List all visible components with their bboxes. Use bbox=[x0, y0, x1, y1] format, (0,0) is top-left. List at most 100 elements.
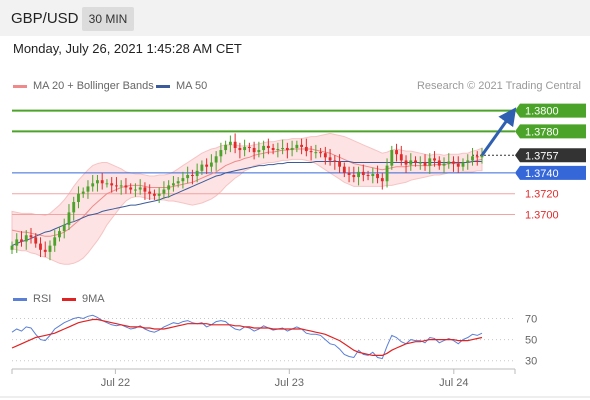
candle-body bbox=[266, 145, 270, 148]
candle-body bbox=[119, 185, 123, 187]
candle bbox=[352, 166, 356, 183]
timeframe-button[interactable]: 30 MIN bbox=[82, 7, 134, 31]
candle-body bbox=[361, 171, 365, 175]
ma50-line bbox=[11, 161, 482, 247]
candles bbox=[10, 133, 484, 261]
candle bbox=[437, 156, 441, 170]
ma20-line bbox=[11, 148, 483, 237]
candle-body bbox=[257, 150, 261, 153]
candle-body bbox=[162, 189, 166, 194]
level-tag-1.3800 bbox=[515, 103, 586, 118]
candle bbox=[357, 166, 360, 186]
candle bbox=[43, 241, 47, 258]
candle-body bbox=[205, 164, 209, 167]
candle-body bbox=[285, 147, 289, 151]
level-label-1.3720: 1.3720 bbox=[525, 189, 559, 201]
candle bbox=[129, 183, 133, 194]
candle-body bbox=[376, 173, 379, 179]
candle bbox=[20, 231, 23, 247]
ma9-swatch bbox=[62, 297, 76, 301]
candle bbox=[390, 145, 394, 170]
candle-body bbox=[176, 181, 180, 184]
level-label-1.3740: 1.3740 bbox=[525, 168, 559, 180]
candle-body bbox=[34, 237, 38, 244]
candle-body bbox=[456, 163, 460, 167]
candle bbox=[53, 230, 57, 252]
candle bbox=[119, 180, 123, 195]
candle-body bbox=[124, 185, 128, 188]
candle bbox=[176, 177, 180, 188]
candle-body bbox=[480, 155, 484, 158]
candle-body bbox=[115, 185, 118, 187]
candle-body bbox=[15, 239, 19, 246]
candle bbox=[190, 169, 194, 185]
candle bbox=[266, 138, 270, 155]
candle-body bbox=[58, 231, 61, 238]
candle bbox=[214, 151, 218, 171]
candle-body bbox=[252, 147, 256, 153]
legend-ma20: MA 20 + Bollinger Bands bbox=[13, 80, 154, 92]
candle-body bbox=[190, 174, 194, 177]
candle-body bbox=[29, 235, 33, 238]
candle bbox=[100, 172, 104, 190]
candle bbox=[399, 145, 403, 166]
candle-body bbox=[219, 150, 223, 157]
ma50-swatch bbox=[156, 84, 170, 88]
candle bbox=[10, 241, 14, 254]
candle bbox=[181, 171, 185, 189]
level-label-1.3757: 1.3757 bbox=[525, 150, 559, 162]
candle bbox=[29, 227, 33, 244]
candle bbox=[271, 143, 275, 155]
level-label-1.3780: 1.3780 bbox=[525, 126, 559, 138]
candle-body bbox=[390, 150, 394, 166]
candle-body bbox=[380, 178, 384, 182]
candle-body bbox=[404, 160, 408, 165]
rsi-tick-label: 30 bbox=[525, 356, 537, 368]
rsi-tick-label: 70 bbox=[525, 313, 537, 325]
level-tag-1.3780 bbox=[515, 124, 586, 139]
candle bbox=[452, 156, 455, 172]
candle-body bbox=[10, 245, 14, 250]
candle-body bbox=[247, 146, 251, 148]
candle-body bbox=[371, 173, 375, 177]
candle bbox=[319, 147, 323, 158]
candle-body bbox=[96, 180, 99, 184]
candle bbox=[34, 233, 38, 248]
candle-body bbox=[238, 147, 242, 151]
candle bbox=[300, 138, 304, 155]
candle bbox=[371, 167, 375, 184]
candle bbox=[115, 177, 118, 192]
candle-body bbox=[447, 161, 451, 164]
legend-9ma-label: 9MA bbox=[82, 293, 105, 305]
candle-body bbox=[110, 183, 114, 186]
candle-body bbox=[423, 162, 427, 166]
candle bbox=[233, 133, 237, 154]
candle bbox=[77, 186, 80, 209]
candle-body bbox=[475, 156, 479, 158]
candle-body bbox=[39, 243, 42, 250]
candle-body bbox=[91, 183, 95, 187]
rsi-swatch bbox=[13, 297, 27, 301]
candle bbox=[157, 187, 161, 204]
candle-body bbox=[105, 183, 109, 185]
candle bbox=[342, 162, 346, 178]
candle-body bbox=[395, 150, 398, 155]
candle bbox=[428, 153, 432, 174]
candle bbox=[257, 141, 261, 158]
level-label-1.3800: 1.3800 bbox=[525, 106, 559, 118]
candle-body bbox=[100, 180, 104, 184]
candle-body bbox=[77, 193, 80, 203]
candle-body bbox=[138, 187, 142, 190]
candle-body bbox=[442, 163, 446, 166]
rsi-ma-line bbox=[11, 318, 483, 356]
time-axis: Jul 22 Jul 23 Jul 24 bbox=[0, 368, 590, 398]
x-tick-label: Jul 23 bbox=[275, 377, 304, 389]
candle-body bbox=[134, 189, 137, 191]
candle bbox=[262, 140, 266, 159]
candle-body bbox=[157, 193, 161, 196]
candle bbox=[385, 158, 389, 188]
credit-label: Research © 2021 Trading Central bbox=[416, 80, 581, 92]
candle bbox=[67, 204, 71, 231]
legend-rsi: RSI bbox=[13, 293, 51, 305]
